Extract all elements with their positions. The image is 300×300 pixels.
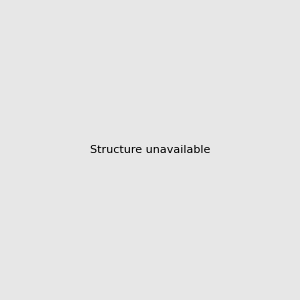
Text: Structure unavailable: Structure unavailable xyxy=(90,145,210,155)
